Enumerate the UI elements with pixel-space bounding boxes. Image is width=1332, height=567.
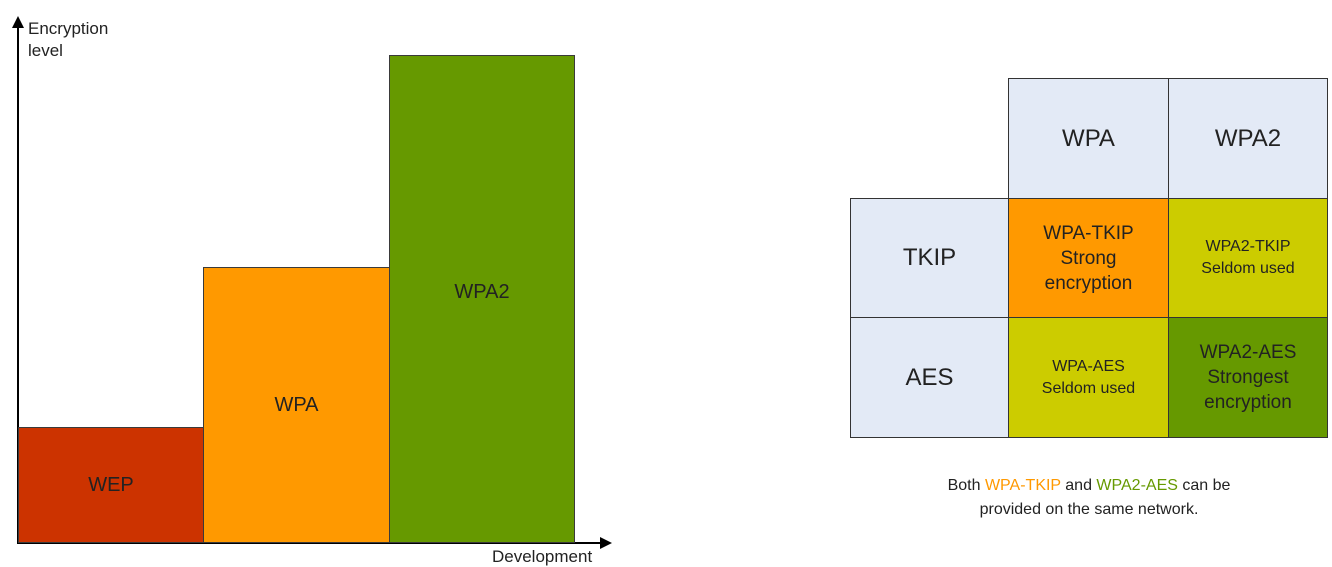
footnote-highlight-wpa2-aes: WPA2-AES <box>1096 477 1178 494</box>
row-header-tkip: TKIP <box>850 198 1009 318</box>
cell-wpa-aes-line2: Seldom used <box>1041 379 1136 397</box>
column-header-wpa2: WPA2 <box>1168 78 1328 199</box>
cell-wpa-aes: WPA-AES Seldom used <box>1008 317 1169 438</box>
cell-wpa-tkip-line2: Strong <box>1060 247 1117 269</box>
bar-wep-label: WEP <box>88 473 134 496</box>
x-axis-label: Development <box>492 547 593 566</box>
y-axis-label: Encryption level <box>28 18 108 62</box>
row-header-aes: AES <box>850 317 1009 438</box>
bar-wpa-label: WPA <box>274 393 319 416</box>
cell-wpa2-tkip-title: WPA2-TKIP <box>1205 238 1291 255</box>
bar-wpa2: WPA2 <box>389 55 575 543</box>
bar-wep: WEP <box>18 427 204 543</box>
bar-wpa2-label: WPA2 <box>454 280 510 303</box>
x-axis-arrow-icon <box>600 537 612 549</box>
footnote: Both WPA-TKIP and WPA2-AES can be provid… <box>860 474 1318 522</box>
footnote-suffix: can be <box>1182 477 1231 494</box>
cell-wpa-aes-title: WPA-AES <box>1052 357 1125 375</box>
y-axis <box>17 22 19 544</box>
y-axis-label-line1: Encryption <box>28 19 109 38</box>
cell-wpa2-tkip: WPA2-TKIP Seldom used <box>1168 198 1328 318</box>
cell-wpa2-aes: WPA2-AES Strongest encryption <box>1168 317 1328 438</box>
footnote-highlight-wpa-tkip: WPA-TKIP <box>984 477 1061 494</box>
cell-wpa2-aes-line3: encryption <box>1204 392 1292 413</box>
y-axis-label-line2: level <box>28 41 63 60</box>
column-header-wpa: WPA <box>1008 78 1169 199</box>
footnote-middle: and <box>1065 477 1092 494</box>
cell-wpa2-aes-title: WPA2-AES <box>1199 342 1297 363</box>
cell-wpa2-aes-line2: Strongest <box>1207 367 1289 388</box>
cell-wpa-tkip: WPA-TKIP Strong encryption <box>1008 198 1169 318</box>
cell-wpa-tkip-title: WPA-TKIP <box>1043 222 1134 244</box>
y-axis-arrow-icon <box>12 16 24 28</box>
x-axis <box>17 542 601 544</box>
cell-wpa-tkip-line3: encryption <box>1044 272 1133 294</box>
footnote-prefix: Both <box>947 477 981 494</box>
footnote-line2: provided on the same network. <box>979 501 1199 518</box>
cell-wpa2-tkip-line2: Seldom used <box>1201 260 1295 277</box>
footnote-line1: Both WPA-TKIP and WPA2-AES can be <box>860 474 1318 498</box>
bar-wpa: WPA <box>203 267 390 543</box>
